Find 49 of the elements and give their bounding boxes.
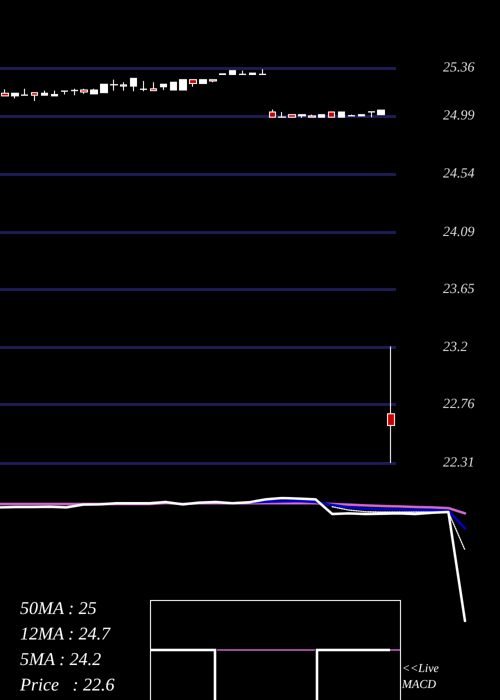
y-tick-label: 24.99 <box>443 108 474 124</box>
candlestick <box>51 90 58 96</box>
candlestick <box>229 70 236 75</box>
text: 12MA : 24.7 <box>20 624 112 644</box>
y-tick-label: 22.31 <box>443 456 474 470</box>
text: Price : 22.6 <box>19 674 114 694</box>
candlestick <box>209 79 217 83</box>
candlestick <box>170 82 177 91</box>
candlestick <box>179 79 187 91</box>
y-tick-label: 25.36 <box>443 60 474 76</box>
candlestick <box>80 88 88 94</box>
candlestick <box>31 92 38 102</box>
candlestick <box>278 112 286 118</box>
candlestick <box>199 79 207 84</box>
candlestick <box>61 90 68 96</box>
y-tick-label: 24.54 <box>443 166 474 182</box>
candlestick <box>1 88 9 96</box>
candlestick <box>90 88 98 94</box>
candlestick <box>368 111 375 118</box>
y-tick-label: 23.65 <box>443 282 474 297</box>
candlestick <box>328 112 335 118</box>
y-tick-label: 22.76 <box>443 397 474 412</box>
candlestick <box>259 68 266 75</box>
candlestick <box>71 88 78 96</box>
candlestick <box>189 79 197 88</box>
candlestick <box>239 70 246 75</box>
candlestick <box>140 80 147 92</box>
candlestick <box>160 84 167 91</box>
candlestick <box>150 82 157 92</box>
candlestick <box>288 114 296 118</box>
candlestick <box>120 82 127 92</box>
candlestick <box>338 112 345 118</box>
candlestick <box>377 110 385 116</box>
y-tick-label: 24.09 <box>443 224 474 240</box>
candlestick <box>21 88 28 96</box>
text: 5MA : 24.2 <box>20 649 102 669</box>
candlestick <box>269 108 276 118</box>
candlestick <box>308 114 316 118</box>
candlestick <box>387 346 395 464</box>
candlestick <box>318 114 325 118</box>
annotation: 50MA : 25 <box>20 598 97 618</box>
candlestick <box>100 84 108 94</box>
candlestick <box>298 114 306 118</box>
candlestick <box>11 92 19 99</box>
candlestick <box>41 90 48 96</box>
candlestick <box>110 79 118 92</box>
candlestick <box>130 78 137 92</box>
text: <<Live MACD <box>401 661 440 691</box>
y-tick-label: 23.2 <box>443 340 468 356</box>
